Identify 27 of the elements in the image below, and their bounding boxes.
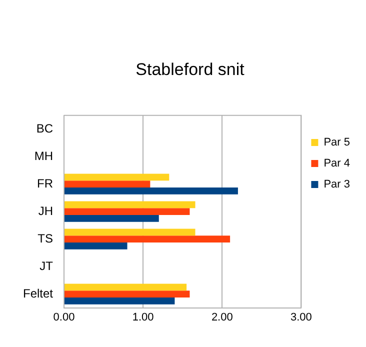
bar: [64, 201, 196, 208]
y-tick-label: TS: [38, 231, 54, 246]
y-tick-label: FR: [37, 176, 54, 190]
chart-title: Stableford snit: [136, 60, 245, 79]
legend-label: Par 4: [324, 158, 350, 170]
bar: [64, 290, 190, 298]
bar: [64, 188, 238, 194]
bar: [64, 180, 150, 188]
bar: [64, 174, 170, 181]
bar: [64, 208, 190, 216]
x-tick-label: 3.00: [290, 311, 312, 324]
x-tick-label: 0.00: [53, 311, 75, 324]
bar: [64, 228, 196, 236]
y-tick-label: JT: [40, 258, 54, 273]
bar: [64, 284, 187, 291]
x-tick-label: 1.00: [132, 311, 154, 324]
bar: [64, 236, 230, 243]
y-tick-label: MH: [34, 148, 54, 163]
y-tick-label: BC: [36, 121, 54, 136]
legend-label: Par 3: [324, 178, 350, 191]
bar: [64, 215, 159, 222]
legend-label: Par 5: [324, 136, 350, 149]
bar: [64, 242, 128, 250]
y-tick-label: JH: [38, 204, 54, 218]
x-tick-label: 2.00: [211, 311, 233, 324]
bar: [64, 297, 175, 304]
y-tick-label: Feltet: [22, 286, 54, 300]
